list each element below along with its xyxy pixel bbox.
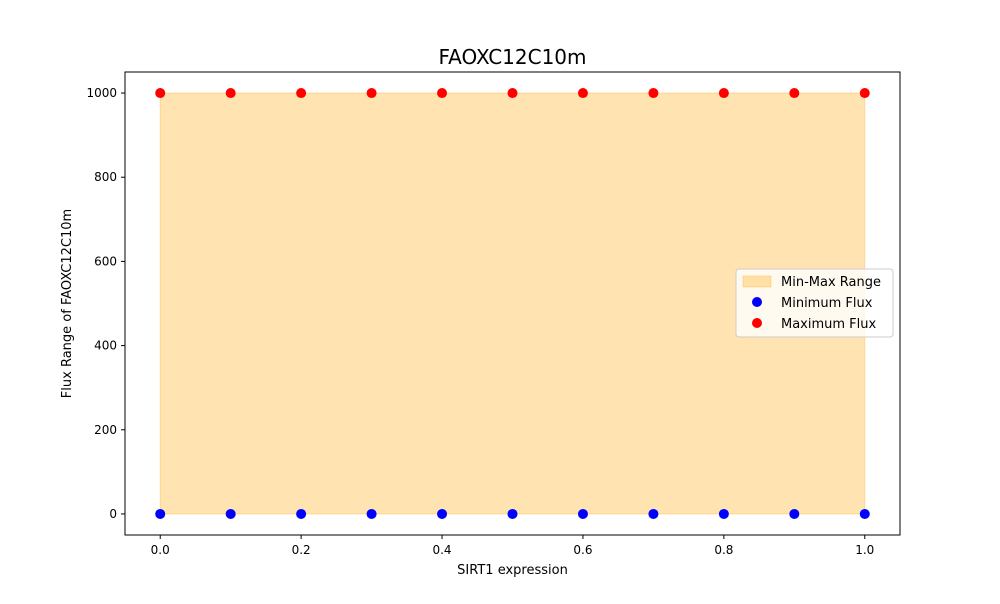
y-tick-label: 200: [94, 423, 117, 437]
x-tick-label: 1.0: [855, 543, 874, 557]
max-flux-point: [437, 88, 448, 99]
y-axis-ticks: 0 200 400 600 800 1000: [86, 86, 125, 521]
legend-label-min: Minimum Flux: [781, 296, 873, 311]
legend-marker-max: [752, 318, 762, 328]
max-flux-point: [507, 88, 518, 99]
plot-frame: [124, 71, 901, 536]
max-flux-point: [225, 88, 236, 99]
min-flux-point: [789, 508, 800, 519]
y-tick-label: 600: [94, 254, 117, 268]
y-tick-label: 1000: [86, 86, 117, 100]
legend-marker-min: [752, 297, 762, 307]
x-tick-label: 0.2: [292, 543, 311, 557]
max-flux-point: [648, 88, 659, 99]
min-flux-point: [366, 508, 377, 519]
max-flux-point: [366, 88, 377, 99]
min-flux-point: [718, 508, 729, 519]
min-flux-point: [507, 508, 518, 519]
legend-fill-swatch: [742, 275, 772, 288]
x-tick-label: 0.4: [432, 543, 451, 557]
max-flux-point: [155, 88, 166, 99]
y-tick-label: 0: [109, 507, 117, 521]
legend-box: [735, 268, 894, 338]
min-flux-point: [437, 508, 448, 519]
min-flux-point: [577, 508, 588, 519]
marks-layer: [155, 88, 870, 519]
x-axis-label: SIRT1 expression: [457, 563, 568, 578]
x-tick-label: 0.0: [151, 543, 170, 557]
max-flux-point: [789, 88, 800, 99]
x-tick-label: 0.8: [714, 543, 733, 557]
min-flux-point: [859, 508, 870, 519]
x-tick-label: 0.6: [573, 543, 592, 557]
chart-title: FAOXC12C10m: [438, 45, 586, 69]
y-axis-label: Flux Range of FAOXC12C10m: [60, 209, 75, 398]
max-flux-point: [859, 88, 870, 99]
y-tick-label: 400: [94, 339, 117, 353]
min-flux-point: [225, 508, 236, 519]
legend-label-range: Min-Max Range: [781, 275, 881, 290]
x-axis-ticks: 0.0 0.2 0.4 0.6 0.8 1.0: [151, 535, 874, 557]
min-flux-point: [648, 508, 659, 519]
legend: Min-Max Range Minimum Flux Maximum Flux: [735, 268, 894, 338]
legend-label-max: Maximum Flux: [781, 317, 877, 332]
min-flux-point: [296, 508, 307, 519]
y-tick-label: 800: [94, 170, 117, 184]
max-flux-point: [577, 88, 588, 99]
min-flux-point: [155, 508, 166, 519]
max-flux-point: [718, 88, 729, 99]
max-flux-point: [296, 88, 307, 99]
